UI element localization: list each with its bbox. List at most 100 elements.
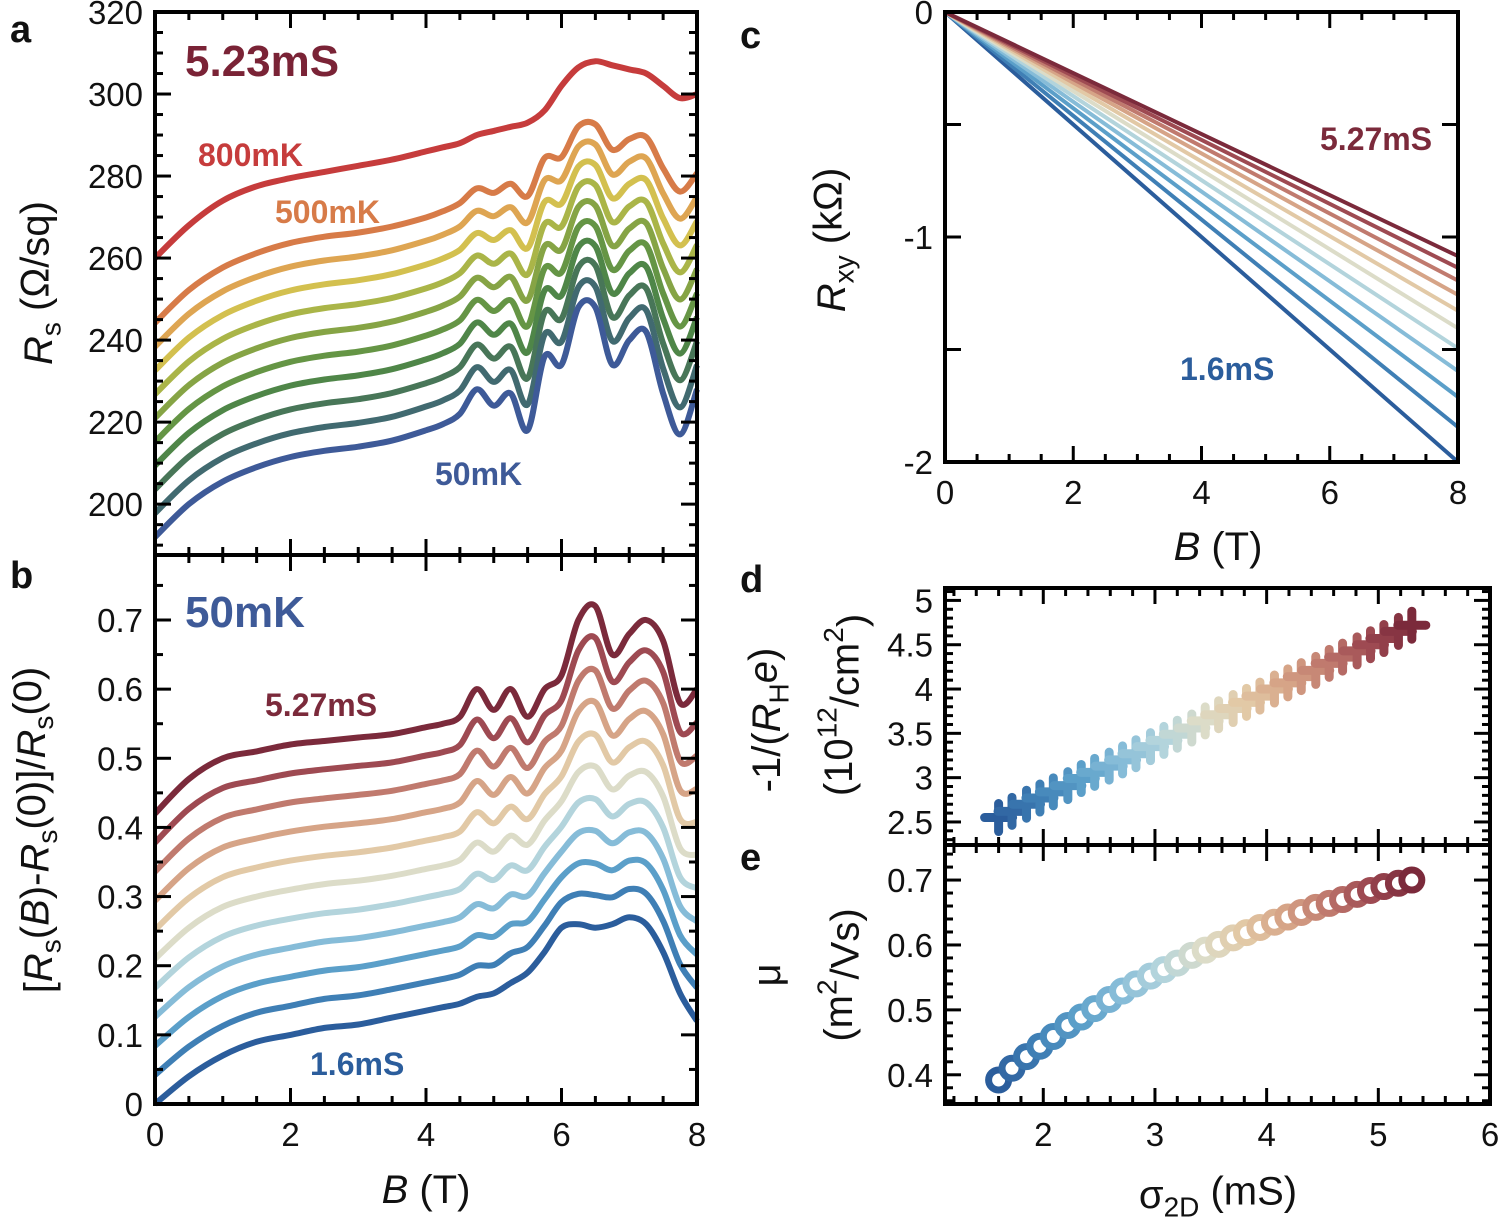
curve-series-6 xyxy=(152,730,698,932)
y-tick-label: -1 xyxy=(904,219,933,256)
y-axis-label-part: ( xyxy=(13,925,57,939)
x-axis-label-part: (T) xyxy=(1200,525,1262,569)
y-axis-label: μ xyxy=(745,963,789,986)
panel-a: 200 220 240 260 280 300 320 Rs (Ω/sq) 5.23mS 800m… xyxy=(10,0,700,557)
plus-marker xyxy=(1393,606,1431,644)
y-axis-label-part: (0) xyxy=(6,667,50,716)
curve-series-9 xyxy=(152,633,700,845)
y-axis-label-part: -1/( xyxy=(745,732,789,793)
y-axis-label-part: xy xyxy=(828,255,859,283)
y-axis-label-units-part: (m xyxy=(817,995,861,1042)
x-axis-label-part: σ xyxy=(1139,1173,1164,1217)
line-series-3 xyxy=(943,10,1460,373)
x-axis-label: σ2D (mS) xyxy=(1139,1169,1297,1222)
curve-series-9 xyxy=(152,277,700,516)
x-tick-label: 0 xyxy=(146,1116,164,1153)
curve-800mK xyxy=(152,58,698,261)
panel-c-lines xyxy=(943,10,1460,464)
y-tick-label: 0 xyxy=(915,0,933,31)
y-tick-label: 2.5 xyxy=(887,804,933,841)
curve-series-5 xyxy=(152,198,700,421)
y-tick-label: 280 xyxy=(88,158,143,195)
annotation-label: 5.27mS xyxy=(1320,121,1432,157)
panel-b-frame xyxy=(153,553,699,1106)
annotation-label: 50mK xyxy=(185,588,305,637)
annotation-label: 1.6mS xyxy=(310,1046,404,1082)
panel-letter-a: a xyxy=(10,9,32,51)
line-series-2 xyxy=(943,10,1460,399)
y-axis-label-part: s xyxy=(28,716,59,730)
panel-c-frame xyxy=(943,10,1460,464)
panel-b-curves xyxy=(152,601,700,1107)
line-series-6 xyxy=(943,10,1460,313)
y-tick-label: 0.4 xyxy=(97,809,143,846)
curve-series-8 xyxy=(152,665,699,874)
x-tick-label: 6 xyxy=(1481,1116,1499,1153)
y-tick-label: 260 xyxy=(88,240,143,277)
line-series-5 xyxy=(943,10,1460,331)
y-axis-label-units: (m2/Vs) xyxy=(812,908,868,1041)
y-axis-label-part: R xyxy=(13,844,57,873)
panel-d-points xyxy=(980,606,1431,837)
y-tick-label: 220 xyxy=(88,404,143,441)
curve-series-2 xyxy=(152,138,700,349)
y-axis-label-part: R xyxy=(810,283,854,312)
curve-series-7 xyxy=(152,697,699,903)
x-axis-label-part: (mS) xyxy=(1199,1169,1297,1213)
annotation-label: 800mK xyxy=(198,137,303,173)
y-tick-label: 240 xyxy=(88,322,143,359)
y-axis-label-part: [ xyxy=(17,982,61,993)
curve-500mK xyxy=(152,118,700,326)
annotation-label: 500mK xyxy=(275,194,380,230)
y-axis-label: Rxy (kΩ) xyxy=(806,168,859,313)
x-tick-label: 2 xyxy=(1064,474,1082,511)
y-axis-label-units-part: 2 xyxy=(818,627,849,643)
y-axis-label-units-part: (10 xyxy=(817,738,861,796)
y-tick-label: -2 xyxy=(904,444,933,481)
y-axis-label-part: R xyxy=(10,730,54,759)
x-axis-label: B (T) xyxy=(382,1168,471,1212)
panel-d: 2.533.544.55-1/(RHe)(1012/cm2)d xyxy=(740,559,1492,847)
line-series-4 xyxy=(943,10,1460,351)
curve-series-3 xyxy=(152,826,700,1020)
y-tick-label: 200 xyxy=(88,486,143,523)
curve-50mK xyxy=(152,297,700,540)
y-axis-label-units-part: 12 xyxy=(812,707,843,738)
y-axis-label-part: s xyxy=(35,322,66,336)
x-axis-label-part: B xyxy=(382,1168,409,1212)
x-tick-label: 4 xyxy=(417,1116,435,1153)
curve-series-6 xyxy=(152,217,700,444)
y-tick-label: 0.6 xyxy=(97,671,143,708)
line-series-7 xyxy=(944,10,1459,297)
curve-1.6mS xyxy=(153,914,700,1107)
annotation-label: 1.6mS xyxy=(1180,351,1274,387)
y-tick-label: 3 xyxy=(915,760,933,797)
x-tick-label: 5 xyxy=(1369,1116,1387,1153)
y-tick-label: 0.5 xyxy=(97,740,143,777)
y-axis-label-part: B xyxy=(13,899,57,926)
y-tick-label: 300 xyxy=(88,76,143,113)
x-axis-label: B (T) xyxy=(1174,525,1263,569)
y-tick-label: 4.5 xyxy=(887,627,933,664)
line-series-1 xyxy=(943,10,1460,429)
panel-a-curves xyxy=(152,58,700,540)
y-axis-label-units-part: /Vs) xyxy=(824,908,868,979)
curve-5.27mS xyxy=(152,601,700,816)
y-tick-label: 0 xyxy=(125,1086,143,1123)
y-axis-label-part: H xyxy=(763,683,794,703)
x-tick-label: 2 xyxy=(281,1116,299,1153)
y-tick-label: 0.3 xyxy=(97,879,143,916)
y-tick-label: 0.7 xyxy=(97,602,143,639)
y-axis-label-part: μ xyxy=(745,963,789,986)
y-axis-label-part: )- xyxy=(13,873,57,900)
y-tick-label: 320 xyxy=(88,0,143,31)
panel-e-points xyxy=(985,866,1426,1094)
circle-marker xyxy=(1398,866,1426,894)
panel-letter-e: e xyxy=(740,837,761,879)
panel-letter-d: d xyxy=(740,559,763,601)
x-tick-label: 6 xyxy=(1321,474,1339,511)
y-axis-label-part: ) xyxy=(741,648,785,661)
panel-letter-b: b xyxy=(10,555,33,597)
y-axis-label-part: (Ω/sq) xyxy=(13,201,57,322)
